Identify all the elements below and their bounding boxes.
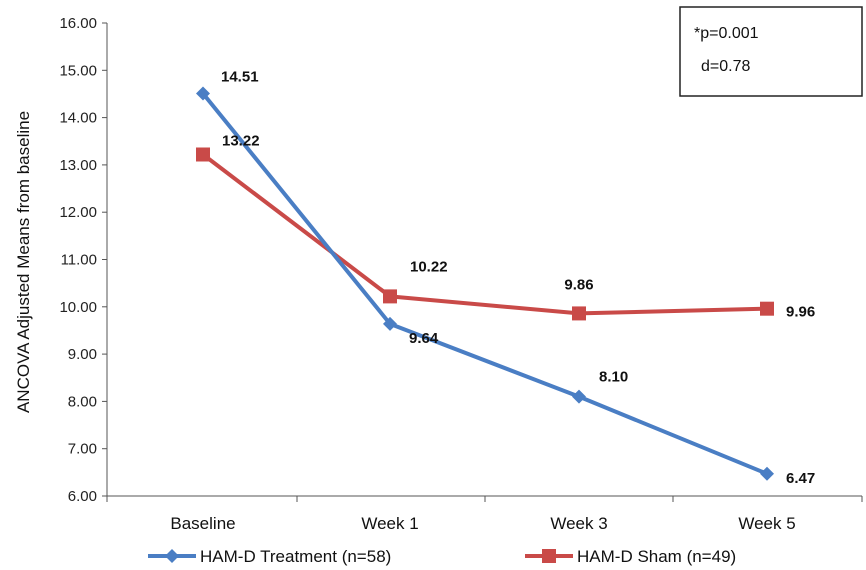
y-tick-label: 8.00 bbox=[68, 393, 97, 410]
y-tick-label: 16.00 bbox=[59, 15, 97, 32]
y-tick-label: 7.00 bbox=[68, 441, 97, 458]
annotation-effect-size: d=0.78 bbox=[701, 58, 750, 75]
annotation-frame bbox=[679, 6, 863, 97]
x-tick-label: Week 1 bbox=[361, 514, 418, 533]
series-layer bbox=[196, 86, 774, 481]
sham-point bbox=[572, 306, 586, 321]
x-tick-label: Week 3 bbox=[550, 514, 607, 533]
x-tick-label: Baseline bbox=[170, 514, 235, 533]
y-tick-label: 10.00 bbox=[59, 299, 97, 316]
x-tick-label: Week 5 bbox=[738, 514, 795, 533]
annotation-box: *p=0.001 d=0.78 bbox=[679, 6, 863, 97]
legend: HAM-D Treatment (n=58) HAM-D Sham (n=49) bbox=[148, 547, 736, 566]
treatment-point bbox=[760, 466, 774, 481]
sham-point bbox=[196, 147, 210, 162]
legend-marker bbox=[165, 549, 179, 563]
treatment-point bbox=[196, 86, 210, 101]
sham-point bbox=[383, 289, 397, 304]
data-label: 14.51 bbox=[221, 68, 259, 85]
annotation-p-value: *p=0.001 bbox=[694, 25, 759, 42]
data-labels: 13.22 10.22 9.86 9.96 14.51 9.64 8.10 6.47 bbox=[221, 68, 815, 486]
legend-marker bbox=[542, 549, 556, 563]
y-tick-label: 14.00 bbox=[59, 110, 97, 127]
data-label: 9.96 bbox=[786, 304, 815, 321]
treatment-point bbox=[572, 389, 586, 404]
y-tick-label: 13.00 bbox=[59, 157, 97, 174]
y-axis: 6.00 7.00 8.00 9.00 10.00 11.00 12.00 13.00 14.0… bbox=[59, 15, 108, 505]
data-label: 13.22 bbox=[222, 132, 260, 149]
data-label: 8.10 bbox=[599, 369, 628, 386]
legend-label: HAM-D Treatment (n=58) bbox=[200, 547, 391, 566]
y-tick-label: 6.00 bbox=[68, 488, 97, 505]
x-axis: Baseline Week 1 Week 3 Week 5 bbox=[106, 495, 863, 533]
y-axis-label: ANCOVA Adjusted Means from baseline bbox=[14, 111, 33, 413]
y-tick-label: 12.00 bbox=[59, 204, 97, 221]
y-tick-label: 9.00 bbox=[68, 346, 97, 363]
treatment-point bbox=[383, 316, 397, 331]
data-label: 10.22 bbox=[410, 258, 448, 275]
data-label: 9.64 bbox=[409, 330, 439, 347]
legend-label: HAM-D Sham (n=49) bbox=[577, 547, 736, 566]
series-line-1 bbox=[201, 152, 768, 316]
y-tick-label: 15.00 bbox=[59, 62, 97, 79]
series-line-0 bbox=[201, 92, 768, 476]
data-label: 9.86 bbox=[564, 276, 593, 293]
sham-point bbox=[760, 301, 774, 316]
y-tick-label: 11.00 bbox=[61, 252, 97, 269]
data-label: 6.47 bbox=[786, 470, 815, 487]
